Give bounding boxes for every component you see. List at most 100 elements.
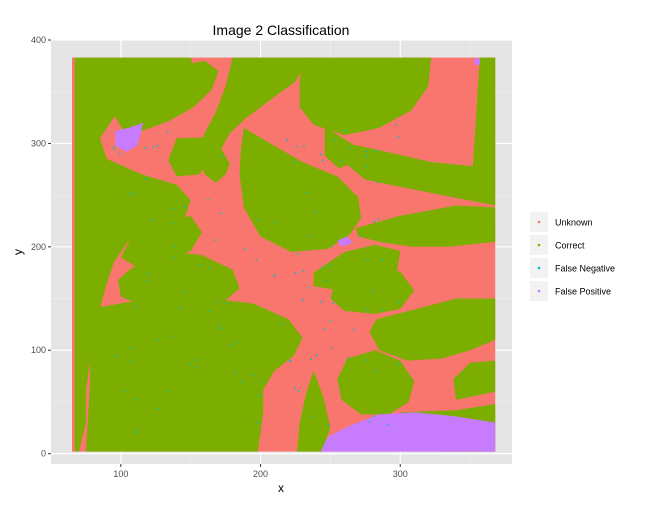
point-false-negative (365, 359, 368, 361)
point-false-negative (373, 415, 376, 417)
point-false-negative (313, 210, 316, 213)
x-axis: 100 200 300 (113, 464, 408, 479)
point-false-negative (123, 389, 126, 392)
point-false-negative (365, 308, 368, 311)
legend-label: False Negative (555, 264, 615, 274)
legend-swatch (537, 243, 541, 247)
point-false-negative (255, 259, 258, 261)
point-false-negative (182, 290, 185, 293)
point-false-negative (156, 407, 159, 410)
point-false-negative (156, 144, 159, 147)
region-false-positive (474, 58, 480, 65)
point-false-negative (360, 235, 362, 237)
x-tick-label: 200 (253, 469, 268, 479)
region-correct (341, 57, 496, 206)
point-false-negative (207, 310, 210, 313)
point-false-negative (308, 234, 311, 237)
point-false-negative (297, 252, 300, 255)
point-false-negative (365, 164, 368, 167)
point-false-negative (348, 148, 351, 150)
region-correct (330, 265, 415, 314)
point-false-negative (344, 129, 347, 132)
point-false-negative (195, 366, 198, 369)
point-false-negative (294, 387, 296, 390)
point-false-negative (382, 308, 384, 311)
point-false-negative (196, 358, 199, 361)
point-false-negative (127, 193, 130, 196)
point-false-negative (294, 161, 296, 164)
point-false-negative (240, 380, 243, 383)
region-correct (168, 137, 216, 177)
point-false-negative (150, 218, 153, 221)
x-axis-title: x (278, 481, 284, 495)
region-correct (197, 57, 310, 183)
point-false-negative (156, 339, 159, 342)
point-false-negative (323, 328, 326, 330)
region-correct (355, 205, 496, 247)
point-false-negative (229, 344, 231, 346)
point-false-negative (340, 159, 343, 162)
data-layer (71, 57, 496, 452)
point-false-negative (113, 148, 116, 151)
point-false-negative (377, 181, 379, 184)
point-false-negative (173, 245, 175, 247)
point-false-negative (312, 415, 315, 418)
point-false-negative (302, 270, 305, 273)
point-false-negative (135, 305, 138, 308)
region-correct (369, 298, 496, 361)
x-tick-label: 300 (393, 469, 408, 479)
point-false-negative (243, 248, 246, 250)
point-false-negative (297, 390, 300, 392)
point-false-negative (373, 220, 376, 223)
point-false-negative (189, 362, 192, 365)
point-false-negative (130, 360, 133, 363)
point-false-negative (134, 431, 137, 434)
point-false-negative (260, 380, 263, 383)
point-false-negative (207, 198, 210, 201)
legend-swatch (537, 266, 541, 270)
point-false-negative (295, 145, 298, 148)
point-false-negative (112, 146, 115, 149)
point-false-negative (366, 155, 369, 158)
point-false-negative (217, 300, 220, 303)
point-false-negative (303, 145, 306, 148)
point-false-negative (331, 245, 333, 248)
point-false-negative (273, 274, 276, 277)
point-false-negative (219, 328, 222, 330)
point-false-negative (220, 154, 222, 157)
legend-label: Unknown (555, 218, 593, 228)
point-false-negative (309, 358, 312, 361)
point-false-negative (258, 394, 261, 396)
point-false-negative (320, 153, 323, 156)
region-correct (118, 252, 240, 309)
point-false-negative (274, 221, 277, 224)
point-false-negative (330, 346, 333, 349)
y-axis: 0 100 200 300 400 (31, 35, 51, 459)
legend: Unknown Correct False Negative False Positi… (530, 212, 615, 301)
region-false-positive (320, 412, 496, 452)
point-false-negative (289, 360, 292, 363)
point-false-negative (366, 258, 369, 261)
region-false-positive (337, 236, 353, 247)
region-correct (113, 60, 219, 132)
point-false-negative (184, 206, 186, 209)
point-false-negative (172, 256, 175, 259)
point-false-negative (281, 323, 283, 326)
point-false-negative (308, 286, 311, 289)
point-false-negative (198, 264, 201, 266)
point-false-negative (286, 138, 289, 141)
point-false-negative (167, 390, 170, 393)
point-false-negative (152, 146, 155, 148)
point-false-negative (255, 421, 258, 424)
legend-label: Correct (555, 241, 585, 251)
point-false-negative (325, 280, 328, 283)
point-false-negative (320, 300, 323, 303)
point-false-negative (321, 266, 324, 269)
point-false-negative (315, 354, 318, 356)
point-false-negative (352, 328, 355, 331)
region-correct (74, 57, 198, 452)
legend-item: Correct (530, 235, 585, 255)
y-tick-label: 300 (31, 138, 46, 148)
point-false-negative (381, 259, 384, 261)
y-tick-label: 100 (31, 345, 46, 355)
